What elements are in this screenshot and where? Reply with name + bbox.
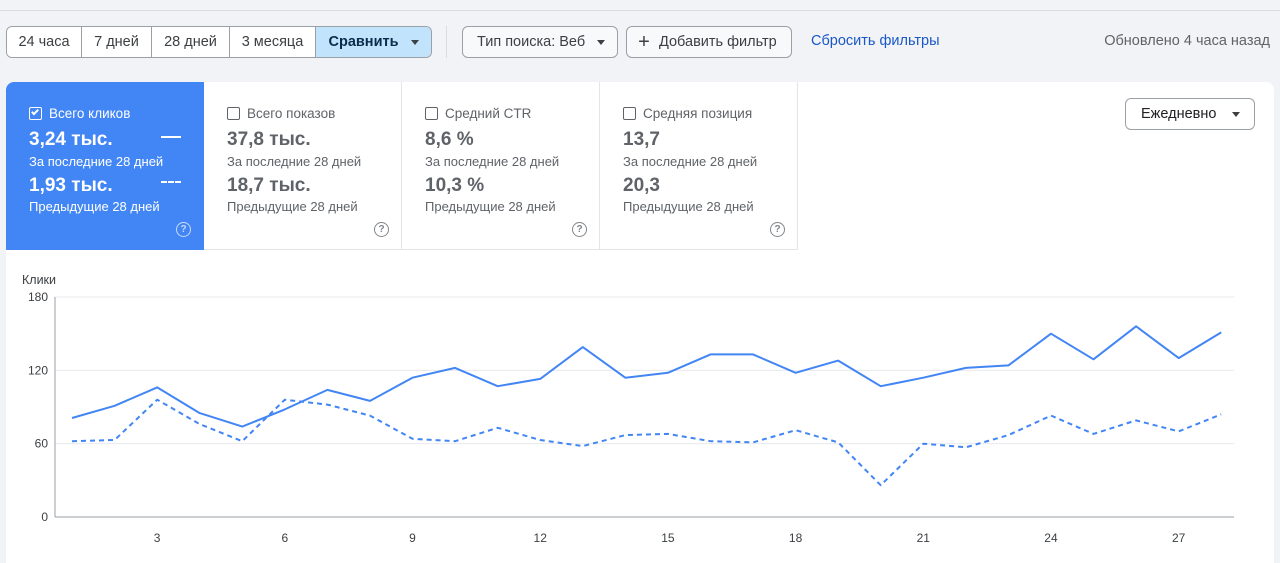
range-28d-button[interactable]: 28 дней bbox=[152, 27, 230, 57]
x-tick-label: 18 bbox=[789, 531, 803, 545]
y-tick-label: 120 bbox=[28, 363, 48, 377]
search-type-dropdown[interactable]: Тип поиска: Веб bbox=[462, 26, 618, 58]
metric-header: Всего показов bbox=[227, 106, 335, 121]
metric-card-impressions[interactable]: Всего показов 37,8 тыс. За последние 28 … bbox=[204, 82, 402, 250]
metric-current-label: За последние 28 дней bbox=[623, 154, 758, 169]
metric-current-value: 13,7 bbox=[623, 129, 660, 150]
x-tick-label: 15 bbox=[661, 531, 675, 545]
help-icon[interactable]: ? bbox=[176, 222, 191, 237]
top-divider bbox=[0, 10, 1280, 11]
y-axis-label: Клики bbox=[22, 273, 56, 287]
plus-icon: + bbox=[638, 31, 650, 53]
updated-status: Обновлено 4 часа назад bbox=[1104, 33, 1270, 49]
caret-down-icon bbox=[410, 39, 419, 45]
metric-current-value: 3,24 тыс. bbox=[29, 129, 113, 150]
range-3m-button[interactable]: 3 месяца bbox=[230, 27, 316, 57]
granularity-label: Ежедневно bbox=[1141, 106, 1217, 122]
x-tick-label: 24 bbox=[1044, 531, 1058, 545]
x-tick-label: 3 bbox=[154, 531, 161, 545]
metric-previous-value: 18,7 тыс. bbox=[227, 175, 311, 196]
metric-previous-label: Предыдущие 28 дней bbox=[425, 199, 556, 214]
x-tick-label: 12 bbox=[534, 531, 548, 545]
compare-label: Сравнить bbox=[328, 34, 399, 50]
solid-line-legend-icon bbox=[161, 136, 181, 138]
metric-current-label: За последние 28 дней bbox=[29, 154, 164, 169]
metric-card-ctr[interactable]: Средний CTR 8,6 % За последние 28 дней 1… bbox=[402, 82, 600, 250]
metric-current-label: За последние 28 дней bbox=[227, 154, 362, 169]
metric-title: Всего кликов bbox=[49, 106, 131, 121]
toolbar: 24 часа 7 дней 28 дней 3 месяца Сравнить… bbox=[0, 26, 1280, 59]
metric-previous-label: Предыдущие 28 дней bbox=[227, 199, 358, 214]
metric-previous-label: Предыдущие 28 дней bbox=[623, 199, 754, 214]
metric-header: Всего кликов bbox=[29, 106, 130, 121]
clicks-chart: Клики 0 60 120 180 3 6 9 12 15 18 21 24 27 bbox=[22, 273, 1234, 545]
metric-previous-value: 10,3 % bbox=[425, 175, 485, 196]
checkbox-icon[interactable] bbox=[623, 107, 636, 120]
range-24h-button[interactable]: 24 часа bbox=[7, 27, 82, 57]
search-type-label: Тип поиска: Веб bbox=[477, 34, 586, 50]
help-icon[interactable]: ? bbox=[770, 222, 785, 237]
x-tick-label: 27 bbox=[1172, 531, 1186, 545]
y-tick-label: 180 bbox=[28, 290, 48, 304]
checkbox-checked-icon[interactable] bbox=[29, 107, 42, 120]
range-7d-button[interactable]: 7 дней bbox=[82, 27, 152, 57]
caret-down-icon bbox=[1232, 111, 1241, 117]
caret-down-icon bbox=[597, 39, 606, 45]
help-icon[interactable]: ? bbox=[572, 222, 587, 237]
help-icon[interactable]: ? bbox=[374, 222, 389, 237]
metric-previous-label: Предыдущие 28 дней bbox=[29, 199, 160, 214]
x-tick-label: 21 bbox=[917, 531, 931, 545]
metric-header: Средний CTR bbox=[425, 106, 531, 121]
add-filter-label: Добавить фильтр bbox=[659, 34, 777, 50]
compare-button[interactable]: Сравнить bbox=[316, 27, 431, 57]
metric-current-label: За последние 28 дней bbox=[425, 154, 560, 169]
metric-current-value: 37,8 тыс. bbox=[227, 129, 311, 150]
metric-current-value: 8,6 % bbox=[425, 129, 474, 150]
metric-card-position[interactable]: Средняя позиция 13,7 За последние 28 дне… bbox=[600, 82, 798, 250]
toolbar-divider bbox=[446, 26, 447, 58]
x-tick-label: 9 bbox=[409, 531, 416, 545]
metric-header: Средняя позиция bbox=[623, 106, 752, 121]
series-line-current bbox=[71, 325, 1222, 428]
metric-previous-value: 1,93 тыс. bbox=[29, 175, 113, 196]
checkbox-icon[interactable] bbox=[425, 107, 438, 120]
metric-title: Средняя позиция bbox=[643, 106, 753, 121]
checkbox-icon[interactable] bbox=[227, 107, 240, 120]
date-range-selector: 24 часа 7 дней 28 дней 3 месяца Сравнить bbox=[6, 26, 432, 58]
granularity-dropdown[interactable]: Ежедневно bbox=[1125, 98, 1255, 130]
y-tick-label: 60 bbox=[35, 437, 49, 451]
metric-card-clicks[interactable]: Всего кликов 3,24 тыс. За последние 28 д… bbox=[6, 82, 204, 250]
metric-title: Средний CTR bbox=[445, 106, 532, 121]
x-tick-label: 6 bbox=[281, 531, 288, 545]
dashed-line-legend-icon bbox=[161, 181, 181, 183]
reset-filters-link[interactable]: Сбросить фильтры bbox=[811, 33, 940, 49]
metric-title: Всего показов bbox=[247, 106, 336, 121]
y-tick-label: 0 bbox=[41, 510, 48, 524]
performance-panel: Всего кликов 3,24 тыс. За последние 28 д… bbox=[6, 82, 1274, 563]
add-filter-button[interactable]: + Добавить фильтр bbox=[626, 26, 792, 58]
series-line-previous bbox=[71, 398, 1222, 487]
metric-previous-value: 20,3 bbox=[623, 175, 660, 196]
